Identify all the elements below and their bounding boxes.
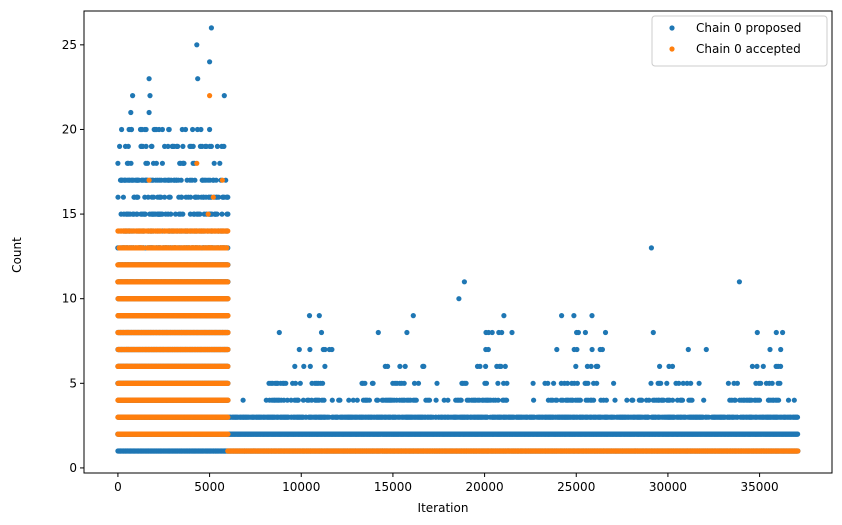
proposed-point bbox=[135, 194, 141, 200]
proposed-point bbox=[178, 177, 184, 183]
proposed-point bbox=[153, 160, 159, 166]
proposed-point bbox=[181, 160, 187, 166]
proposed-point bbox=[143, 126, 149, 133]
proposed-point bbox=[159, 126, 165, 133]
proposed-point bbox=[115, 194, 121, 200]
proposed-point bbox=[128, 126, 135, 133]
proposed-point bbox=[211, 160, 217, 166]
proposed-point bbox=[143, 143, 149, 149]
proposed-point bbox=[149, 143, 155, 149]
proposed-point bbox=[198, 126, 204, 133]
proposed-point bbox=[190, 143, 196, 149]
proposed-point bbox=[180, 211, 186, 217]
proposed-point bbox=[182, 126, 189, 133]
proposed-point bbox=[208, 143, 214, 149]
proposed-point bbox=[159, 160, 165, 166]
proposed-point bbox=[151, 194, 157, 200]
proposed-point bbox=[162, 194, 168, 200]
proposed-point bbox=[165, 143, 171, 149]
proposed-point bbox=[145, 194, 151, 200]
proposed-point bbox=[180, 143, 186, 149]
proposed-point bbox=[172, 211, 179, 217]
proposed-point bbox=[225, 194, 231, 200]
proposed-point bbox=[166, 126, 172, 133]
proposed-point bbox=[192, 177, 198, 183]
proposed-point bbox=[120, 194, 126, 200]
proposed-point bbox=[197, 211, 203, 217]
proposed-point bbox=[179, 194, 185, 200]
proposed-point bbox=[190, 126, 196, 133]
proposed-point bbox=[214, 143, 220, 149]
proposed-point bbox=[188, 194, 194, 200]
proposed-point bbox=[128, 160, 134, 166]
proposed-point bbox=[207, 126, 213, 133]
proposed-point bbox=[795, 431, 801, 437]
proposed-point bbox=[214, 211, 220, 217]
proposed-point bbox=[142, 211, 148, 217]
proposed-point bbox=[125, 143, 131, 149]
proposed-point bbox=[158, 194, 164, 200]
proposed-point bbox=[216, 194, 222, 200]
proposed-point bbox=[219, 211, 225, 217]
proposed-point bbox=[115, 160, 121, 166]
proposed-point bbox=[175, 143, 181, 149]
proposed-point bbox=[217, 160, 223, 166]
proposed-point bbox=[117, 143, 123, 149]
proposed-point bbox=[134, 211, 140, 217]
proposed-point bbox=[119, 126, 125, 133]
proposed-point bbox=[225, 211, 231, 217]
proposed-point bbox=[221, 143, 227, 149]
proposed-point bbox=[144, 160, 151, 166]
plot-points bbox=[115, 25, 801, 454]
proposed-point bbox=[168, 211, 174, 217]
proposed-point bbox=[213, 177, 219, 183]
proposed-point bbox=[167, 194, 173, 200]
